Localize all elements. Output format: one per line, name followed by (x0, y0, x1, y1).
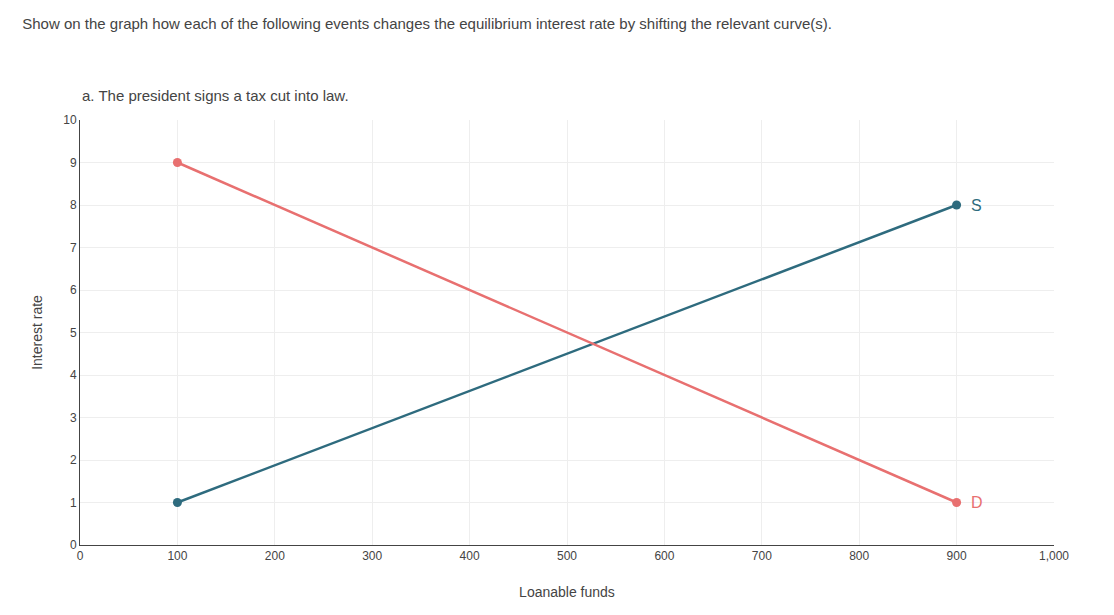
svg-text:9: 9 (70, 156, 77, 170)
svg-text:800: 800 (849, 549, 869, 563)
svg-text:500: 500 (557, 549, 577, 563)
svg-text:3: 3 (70, 411, 77, 425)
svg-text:600: 600 (654, 549, 674, 563)
svg-text:S: S (971, 197, 982, 214)
svg-text:Loanable funds: Loanable funds (519, 584, 615, 600)
svg-text:200: 200 (265, 549, 285, 563)
svg-text:300: 300 (362, 549, 382, 563)
svg-text:700: 700 (752, 549, 772, 563)
svg-text:6: 6 (70, 283, 77, 297)
svg-text:8: 8 (70, 198, 77, 212)
svg-text:0: 0 (77, 549, 84, 563)
svg-text:7: 7 (70, 241, 77, 255)
svg-text:Interest rate: Interest rate (29, 295, 45, 370)
svg-text:4: 4 (70, 368, 77, 382)
svg-text:1,000: 1,000 (1039, 549, 1069, 563)
svg-text:5: 5 (70, 326, 77, 340)
svg-text:1: 1 (70, 496, 77, 510)
svg-text:a. The president signs a tax c: a. The president signs a tax cut into la… (82, 87, 349, 104)
svg-text:100: 100 (167, 549, 187, 563)
svg-text:400: 400 (460, 549, 480, 563)
svg-text:0: 0 (70, 538, 77, 552)
svg-text:D: D (971, 494, 983, 511)
svg-text:Show on the graph how each of: Show on the graph how each of the follow… (22, 15, 832, 32)
svg-text:900: 900 (947, 549, 967, 563)
svg-text:10: 10 (63, 113, 77, 127)
svg-text:2: 2 (70, 453, 77, 467)
